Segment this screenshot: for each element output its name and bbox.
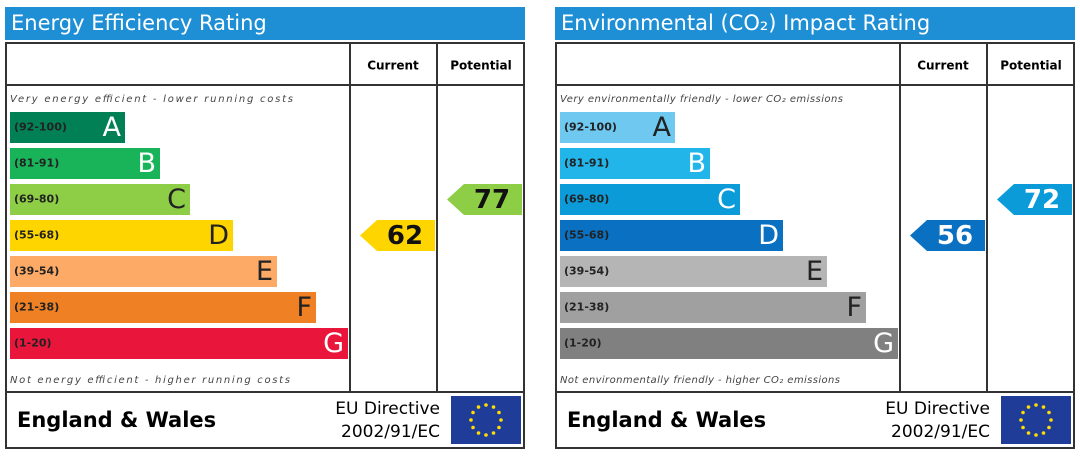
band-letter: C	[717, 184, 736, 215]
eu-star	[1021, 410, 1025, 415]
scale-note: Very environmentally friendly - lower CO…	[560, 94, 843, 105]
eu-star	[499, 418, 503, 422]
eu-star	[1026, 405, 1031, 409]
band-letter: C	[167, 184, 186, 215]
band-letter: B	[687, 148, 706, 179]
eu-star	[491, 405, 496, 409]
title-bar	[5, 7, 525, 40]
eu-star	[491, 431, 496, 435]
directive: EU Directive	[335, 399, 440, 419]
rating-value: 72	[1024, 185, 1060, 215]
rating-panel: Energy Efficiency Rating Current Potential…	[5, 7, 525, 449]
scale-note: Not energy efficient - higher running co…	[10, 375, 290, 386]
rating-band	[10, 220, 233, 251]
eu-star	[1049, 418, 1053, 422]
band-letter: A	[653, 112, 672, 143]
band-range: (81-91)	[564, 157, 609, 170]
eu-star	[484, 403, 488, 407]
band-range: (92-100)	[14, 121, 67, 134]
directive-code: 2002/91/EC	[891, 422, 990, 442]
region: England & Wales	[567, 408, 766, 432]
eu-star	[1021, 425, 1025, 430]
rating-value: 77	[474, 185, 510, 215]
band-letter: A	[103, 112, 122, 143]
rating-band	[10, 292, 316, 323]
rating-band	[560, 112, 675, 143]
rating-value: 62	[387, 221, 423, 251]
column-header: Current	[917, 59, 969, 73]
eu-star	[1047, 410, 1051, 415]
eu-star	[476, 431, 481, 435]
band-range: (81-91)	[14, 157, 59, 170]
rating-band	[10, 112, 125, 143]
band-letter: G	[873, 328, 894, 359]
eu-star	[469, 418, 473, 422]
band-letter: G	[323, 328, 344, 359]
rating-band	[10, 256, 277, 287]
scale-note: Not environmentally friendly - higher CO…	[560, 375, 840, 386]
band-letter: E	[806, 256, 823, 287]
rating-arrow	[997, 184, 1072, 215]
rating-band	[10, 184, 190, 215]
eu-star	[1047, 425, 1051, 430]
band-range: (92-100)	[564, 121, 617, 134]
panel-title: Environmental (CO₂) Impact Rating	[561, 11, 930, 35]
directive-code: 2002/91/EC	[341, 422, 440, 442]
panel-title: Energy Efficiency Rating	[11, 11, 267, 35]
rating-band	[560, 292, 866, 323]
rating-band	[560, 220, 783, 251]
band-letter: B	[137, 148, 156, 179]
rating-band	[560, 148, 710, 179]
rating-value: 56	[937, 221, 973, 251]
band-range: (69-80)	[14, 193, 59, 206]
region: England & Wales	[17, 408, 216, 432]
rating-panel: Environmental (CO₂) Impact Rating Current…	[555, 7, 1075, 449]
eu-star	[497, 410, 501, 415]
band-range: (21-38)	[564, 301, 609, 314]
band-range: (39-54)	[14, 265, 59, 278]
column-header: Current	[367, 59, 419, 73]
band-letter: E	[256, 256, 273, 287]
eu-star	[1041, 431, 1046, 435]
column-header: Potential	[1000, 59, 1062, 73]
band-letter: F	[846, 292, 862, 323]
eu-star	[471, 425, 475, 430]
band-letter: D	[208, 220, 229, 251]
eu-star	[1026, 431, 1031, 435]
column-header: Potential	[450, 59, 512, 73]
rating-band	[560, 184, 740, 215]
band-range: (1-20)	[14, 337, 52, 350]
eu-star	[1034, 403, 1038, 407]
eu-star	[497, 425, 501, 430]
band-letter: D	[758, 220, 779, 251]
rating-band	[560, 328, 898, 359]
rating-band	[10, 148, 160, 179]
eu-star	[1019, 418, 1023, 422]
eu-star	[471, 410, 475, 415]
rating-band	[560, 256, 827, 287]
rating-arrow	[910, 220, 985, 251]
rating-arrow	[360, 220, 435, 251]
band-range: (1-20)	[564, 337, 602, 350]
band-range: (55-68)	[14, 229, 59, 242]
band-range: (21-38)	[14, 301, 59, 314]
band-range: (55-68)	[564, 229, 609, 242]
rating-arrow	[447, 184, 522, 215]
eu-star	[1041, 405, 1046, 409]
band-letter: F	[296, 292, 312, 323]
eu-star	[1034, 433, 1038, 437]
title-bar	[555, 7, 1075, 40]
eu-star	[476, 405, 481, 409]
eu-star	[484, 433, 488, 437]
band-range: (39-54)	[564, 265, 609, 278]
rating-band	[10, 328, 348, 359]
directive: EU Directive	[885, 399, 990, 419]
band-range: (69-80)	[564, 193, 609, 206]
